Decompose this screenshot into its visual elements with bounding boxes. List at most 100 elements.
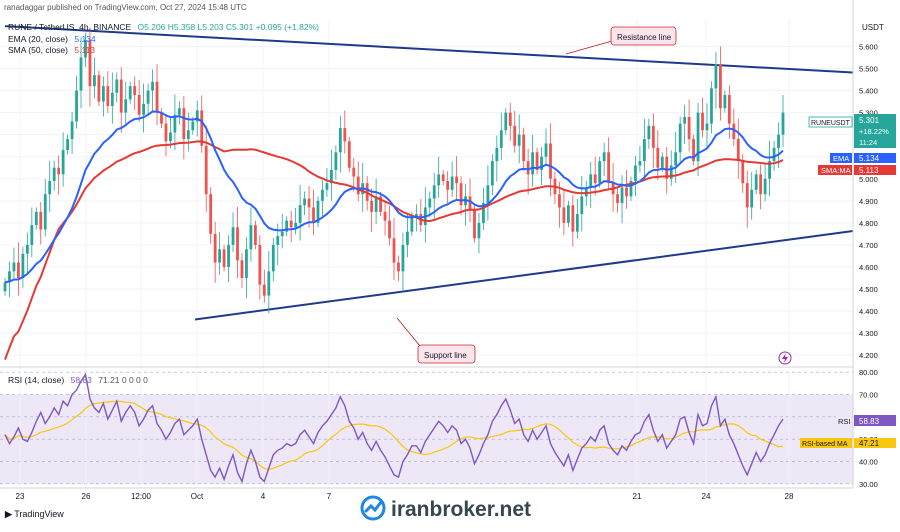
candle-body <box>437 174 441 186</box>
support-callout: Support line <box>396 317 476 364</box>
time-tick-label: 28 <box>785 492 794 501</box>
price-tick-label: 5.000 <box>859 175 878 184</box>
price-tick-label: 4.200 <box>859 351 878 360</box>
support-label: Support line <box>424 351 467 360</box>
candle-body <box>25 244 29 254</box>
candle-body <box>692 139 695 162</box>
candle-body <box>750 189 754 208</box>
candle-body <box>321 189 324 201</box>
candle-body <box>356 176 360 195</box>
candle-body <box>634 165 637 181</box>
candle-body <box>352 167 356 177</box>
candle-body <box>620 187 624 204</box>
candle-body <box>75 90 78 122</box>
ema-legend[interactable]: EMA (20, close) 5.134 <box>8 34 96 44</box>
candle-body <box>173 114 177 133</box>
candle-body <box>428 198 432 208</box>
candle-body <box>406 231 409 245</box>
candle-body <box>334 152 338 170</box>
candle-body <box>441 174 445 181</box>
candle-body <box>656 147 660 168</box>
candle-body <box>723 94 727 109</box>
candle-body <box>575 214 579 232</box>
price-tick-label: 4.500 <box>859 285 878 294</box>
candle-body <box>240 260 244 278</box>
tradingview-footer[interactable]: ▶ TradingView <box>5 509 64 520</box>
candle-body <box>651 125 655 148</box>
candle-body <box>249 225 253 250</box>
candle-body <box>3 282 7 292</box>
candle-body <box>231 227 235 245</box>
ema-badge-value: 5.134 <box>859 154 880 163</box>
price-tick-label: 4.300 <box>859 329 878 338</box>
candle-body <box>66 139 69 151</box>
symbol-title[interactable]: RUNE / TetherUS, 4h, BINANCE <box>8 22 132 32</box>
candle-body <box>732 123 736 140</box>
candle-body <box>522 134 526 162</box>
candle-body <box>253 225 257 245</box>
candle-body <box>61 150 65 175</box>
candle-body <box>169 132 172 142</box>
candle-body <box>88 39 92 87</box>
candle-body <box>285 220 289 232</box>
candle-body <box>473 209 476 239</box>
candle-body <box>325 183 329 190</box>
bolt-icon[interactable] <box>778 351 792 365</box>
candle-body <box>383 211 387 221</box>
candle-body <box>289 220 293 228</box>
candle-body <box>186 130 190 140</box>
candle-body <box>30 225 34 245</box>
rsi-badge-label: RSI <box>838 417 851 426</box>
sma-legend[interactable]: SMA (50, close) 5.113 <box>8 45 95 55</box>
candle-body <box>558 194 561 208</box>
candle-body <box>638 161 642 166</box>
sma-badge-label: SMA:MA <box>821 166 851 175</box>
candle-body <box>133 86 137 95</box>
candle-body <box>97 75 101 102</box>
candle-body <box>379 196 382 212</box>
price-tick-label: 4.800 <box>859 219 878 228</box>
price-badge-countdown: 11:24 <box>859 138 877 147</box>
candle-body <box>276 236 280 245</box>
candle-body <box>665 156 669 179</box>
candle-body <box>455 176 458 184</box>
candle-body <box>508 112 512 126</box>
rsi-ma-line <box>4 400 784 471</box>
candle-body <box>374 196 378 212</box>
time-tick-label: 26 <box>82 492 91 501</box>
candle-body <box>347 141 351 168</box>
candle-body <box>70 121 74 140</box>
candle-body <box>146 90 150 104</box>
candle-body <box>12 262 16 272</box>
candle-body <box>93 75 96 87</box>
rsi-tick-label: 80.00 <box>859 368 878 377</box>
candle-body <box>414 214 418 217</box>
candle-body <box>137 94 141 115</box>
price-badge-price: 5.301 <box>859 116 880 125</box>
sma-badge-value: 5.113 <box>859 166 879 175</box>
tradingview-footer-label: TradingView <box>14 509 64 519</box>
candle-body <box>660 156 664 168</box>
price-badge-change: +18.22% <box>859 127 889 136</box>
rsi-badge-value: 58.83 <box>859 417 880 426</box>
candle-body <box>222 249 226 267</box>
candle-body <box>598 161 602 184</box>
candle-body <box>687 117 691 140</box>
candle-body <box>526 161 530 175</box>
publisher-header: ranadaggar published on TradingView.com,… <box>4 3 247 12</box>
candle-body <box>495 147 499 162</box>
candle-body <box>584 187 588 197</box>
rsi-tick-label: 30.00 <box>859 480 878 489</box>
rsi-legend[interactable]: RSI (14, close) 58.83 71.21 0 0 0 0 <box>8 375 148 385</box>
candle-body <box>280 231 284 237</box>
rsi-legend-extra: 71.21 0 0 0 0 <box>98 375 148 385</box>
candle-body <box>392 238 396 263</box>
candle-body <box>43 194 47 230</box>
time-tick-label: 23 <box>16 492 25 501</box>
candle-body <box>312 207 315 223</box>
candle-body <box>513 125 517 146</box>
candle-body <box>468 196 472 210</box>
price-badge-symbol: RUNEUSDT <box>811 120 851 127</box>
